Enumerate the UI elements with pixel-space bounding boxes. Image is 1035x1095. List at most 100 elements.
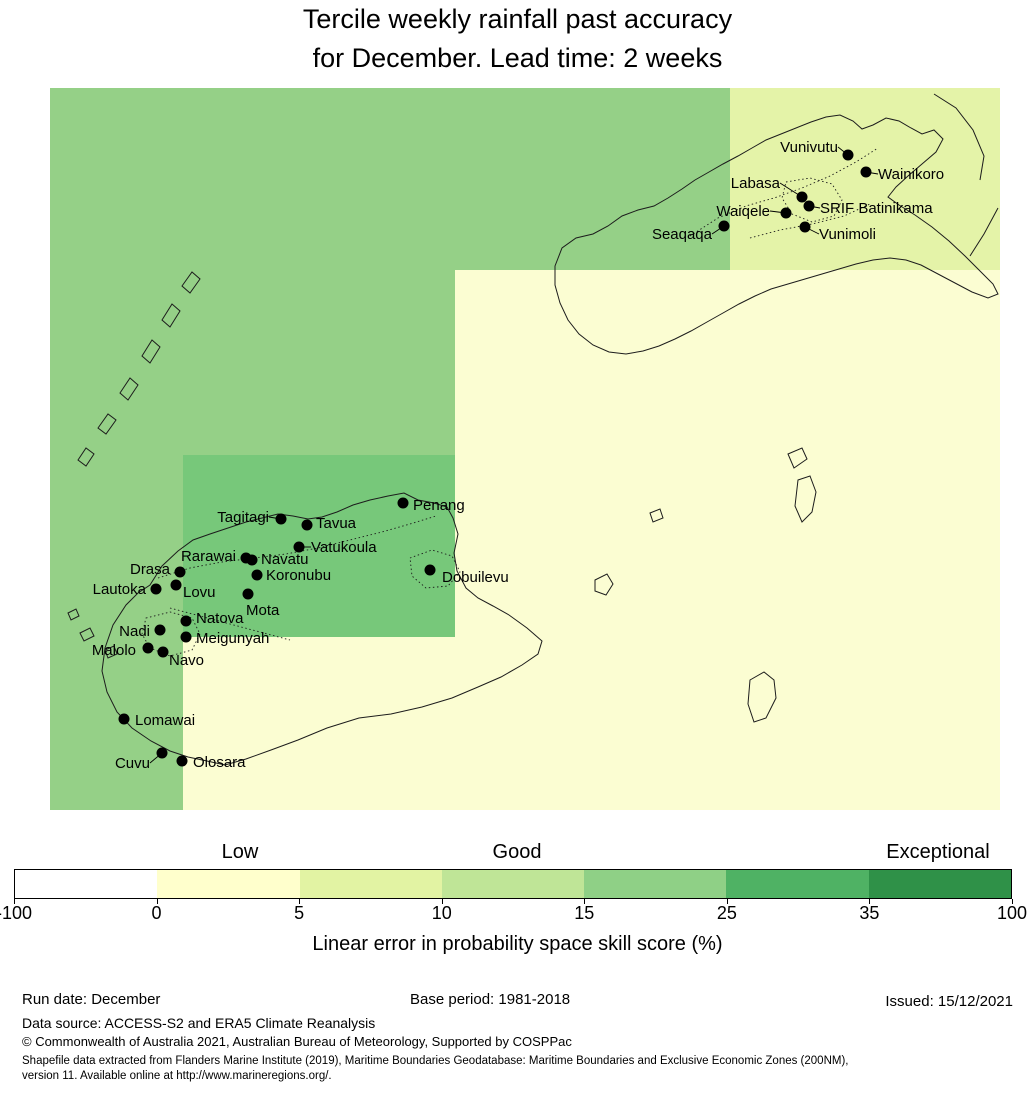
- colorbar-tick-label-35: 35: [859, 903, 880, 923]
- colorbar-category-good: Good: [492, 841, 542, 863]
- station-dot-drasa: [174, 566, 186, 578]
- station-label-drasa: Drasa: [130, 561, 171, 578]
- station-label-mota: Mota: [246, 602, 280, 619]
- colorbar-tick-mark: [14, 899, 15, 904]
- station-dot-lautoka: [150, 583, 162, 595]
- station-label-vunivutu: Vunivutu: [780, 139, 838, 156]
- map-cell-15-25: [50, 88, 183, 270]
- station-label-nadi: Nadi: [119, 623, 150, 640]
- map-cell-15-25: [50, 637, 183, 810]
- station-dot-tagitagi: [275, 513, 287, 525]
- station-dot-nadi: [154, 624, 166, 636]
- colorbar-category-exceptional: Exceptional: [886, 841, 990, 863]
- station-label-wainikoro: Wainikoro: [878, 166, 944, 183]
- stations-layer: Vunivutu Wainikoro Labasa SRIF Batinikama Wa…: [92, 139, 944, 772]
- colorbar-segment-15-25: [584, 870, 727, 898]
- station-dot-olosara: [176, 755, 188, 767]
- data-source-text: Data source: ACCESS-S2 and ERA5 Climate …: [22, 1015, 376, 1031]
- station-label-cuvu: Cuvu: [115, 755, 150, 772]
- station-dot-koronubu: [251, 569, 263, 581]
- colorbar-tick-mark: [1012, 899, 1013, 904]
- station-label-dobuilevu: Dobuilevu: [442, 569, 509, 586]
- station-label-meigunyah: Meigunyah: [196, 630, 269, 647]
- station-dot-mota: [242, 588, 254, 600]
- station-label-natova: Natova: [196, 610, 244, 627]
- station-dot-labasa: [796, 191, 808, 203]
- station-label-navo: Navo: [169, 652, 204, 669]
- colorbar-tick-label--100: -100: [0, 903, 33, 923]
- shapefile-note-line-1: Shapefile data extracted from Flanders M…: [22, 1055, 849, 1067]
- colorbar-tick-label-5: 5: [294, 903, 305, 923]
- station-label-olosara: Olosara: [193, 754, 246, 771]
- map-canvas: Vunivutu Wainikoro Labasa SRIF Batinikama Wa…: [50, 88, 1000, 810]
- map-cell-15-25: [183, 270, 455, 455]
- station-dot-meigunyah: [180, 631, 192, 643]
- coastline-eastern-islands: [594, 447, 817, 723]
- station-label-tavua: Tavua: [316, 515, 357, 532]
- coastline-northeast-reefs: [933, 93, 999, 257]
- colorbar-segment--100-0: [15, 870, 158, 898]
- map-cell-25-35: [183, 455, 455, 637]
- station-dot-tavua: [301, 519, 313, 531]
- district-boundaries-vanua-levu: [689, 147, 879, 239]
- station-dot-natova: [180, 615, 192, 627]
- station-dot-waiqele: [780, 207, 792, 219]
- colorbar-tick-label-0: 0: [151, 903, 162, 923]
- run-date-text: Run date: December: [22, 991, 161, 1008]
- colorbar-tick-mark: [584, 899, 586, 904]
- station-label-vatukoula: Vatukoula: [311, 539, 377, 556]
- colorbar: [14, 869, 1012, 899]
- station-label-rarawai: Rarawai: [181, 548, 236, 565]
- map-cell-15-25: [50, 455, 183, 637]
- district-boundaries-viti-levu: [141, 515, 461, 657]
- map-cell-0-5: [730, 270, 1000, 455]
- station-dot-lomawai: [118, 713, 130, 725]
- station-label-srif-batinikama: SRIF Batinikama: [820, 200, 933, 217]
- map-cell-0-5: [730, 455, 1000, 637]
- station-dot-navatu: [246, 554, 258, 566]
- map-cell-15-25: [183, 88, 455, 270]
- station-dot-seaqaqa: [718, 220, 730, 232]
- coastline-vanua-levu: [554, 114, 999, 355]
- map-cell-0-5: [730, 637, 1000, 810]
- colorbar-segment-0-5: [157, 870, 300, 898]
- station-dot-vunimoli: [799, 221, 811, 233]
- copyright-text: © Commonwealth of Australia 2021, Austra…: [22, 1034, 572, 1049]
- station-label-labasa: Labasa: [731, 175, 781, 192]
- map-cell-0-5: [183, 637, 455, 810]
- map-cell-5-10: [730, 88, 1000, 270]
- colorbar-tick-label-10: 10: [431, 903, 452, 923]
- station-label-vunimoli: Vunimoli: [819, 226, 876, 243]
- coastline-viti-levu: [101, 492, 543, 766]
- station-label-navatu: Navatu: [261, 551, 309, 568]
- station-label-koronubu: Koronubu: [266, 567, 331, 584]
- station-dot-srif-batinikama: [803, 200, 815, 212]
- title-line-1: Tercile weekly rainfall past accuracy: [302, 4, 733, 34]
- page-title: Tercile weekly rainfall past accuracy fo…: [0, 0, 1035, 78]
- station-label-waiqele: Waiqele: [716, 203, 770, 220]
- colorbar-tick-label-15: 15: [574, 903, 595, 923]
- colorbar-segment-5-10: [299, 870, 442, 898]
- shapefile-note-line-2: version 11. Available online at http://w…: [22, 1070, 332, 1082]
- colorbar-tick-label-25: 25: [716, 903, 737, 923]
- colorbar-category-low: Low: [221, 841, 259, 863]
- colorbar-tick-mark: [156, 899, 158, 904]
- coastline-yasawa-islands: [77, 271, 201, 467]
- map-cell-0-5: [455, 270, 730, 455]
- title-line-2: for December. Lead time: 2 weeks: [312, 43, 723, 74]
- station-dot-vunivutu: [842, 149, 854, 161]
- issued-date-text: Issued: 15/12/2021: [885, 993, 1013, 1010]
- station-label-lautoka: Lautoka: [93, 581, 147, 598]
- colorbar-segment-25-35: [726, 870, 869, 898]
- station-label-seaqaqa: Seaqaqa: [652, 226, 713, 243]
- colorbar-tick-mark: [441, 899, 443, 904]
- station-label-tagitagi: Tagitagi: [217, 509, 269, 526]
- station-label-lovu: Lovu: [183, 584, 216, 601]
- colorbar-segment-10-15: [441, 870, 585, 898]
- colorbar-tick-mark: [726, 899, 728, 904]
- station-label-penang: Penang: [413, 497, 465, 514]
- station-dot-lovu: [170, 579, 182, 591]
- map-overlay: Vunivutu Wainikoro Labasa SRIF Batinikama Wa…: [67, 93, 999, 772]
- colorbar-axis-label: Linear error in probability space skill …: [312, 933, 723, 955]
- station-dot-wainikoro: [860, 166, 872, 178]
